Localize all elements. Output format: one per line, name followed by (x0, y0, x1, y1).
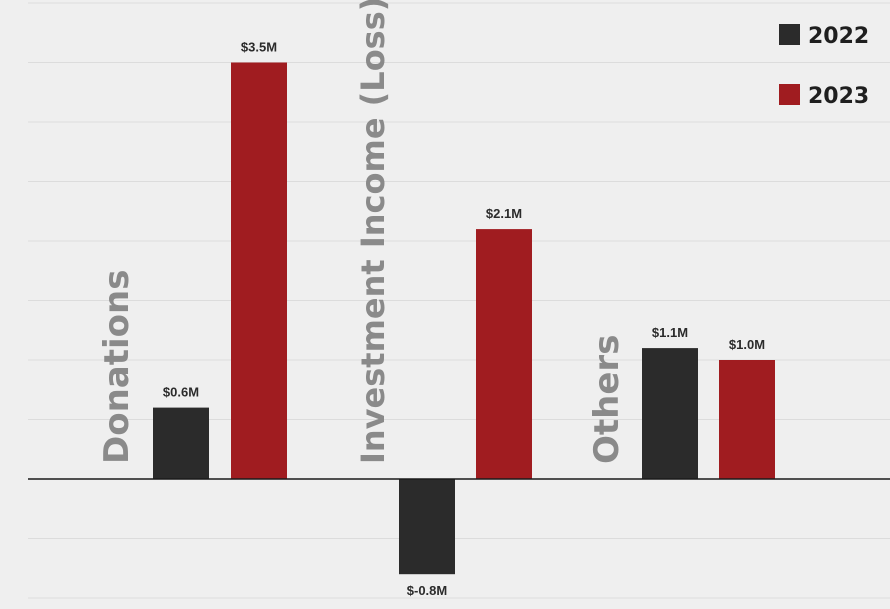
value-label-2022-1: $-0.8M (407, 583, 447, 598)
legend-item-2023: 2023 (779, 84, 869, 109)
category-label-2: Others (587, 335, 627, 464)
legend-label: 2023 (808, 84, 869, 109)
bars (153, 62, 775, 575)
category-labels: Donations Investment Income (Loss) Others (97, 0, 627, 464)
legend-swatch (779, 24, 800, 45)
legend-swatch (779, 84, 800, 105)
value-label-2022-0: $0.6M (163, 385, 199, 400)
value-label-2022-2: $1.1M (652, 325, 688, 340)
value-label-2023-0: $3.5M (241, 40, 277, 55)
value-label-2023-1: $2.1M (486, 206, 522, 221)
gridlines (28, 2, 890, 599)
bar-2022-2 (642, 348, 698, 479)
value-label-2023-2: $1.0M (729, 337, 765, 352)
bar-2023-0 (231, 62, 287, 479)
bar-2022-1 (399, 479, 455, 575)
bar-2023-2 (719, 360, 775, 479)
category-label-0: Donations (97, 270, 137, 464)
value-labels: $0.6M $3.5M $-0.8M $2.1M $1.1M $1.0M (163, 40, 765, 599)
legend: 2022 2023 (779, 24, 869, 109)
bar-2023-1 (476, 229, 532, 479)
legend-item-2022: 2022 (779, 24, 869, 49)
bar-2022-0 (153, 407, 209, 479)
category-label-1: Investment Income (Loss) (354, 0, 392, 464)
legend-label: 2022 (808, 24, 869, 49)
